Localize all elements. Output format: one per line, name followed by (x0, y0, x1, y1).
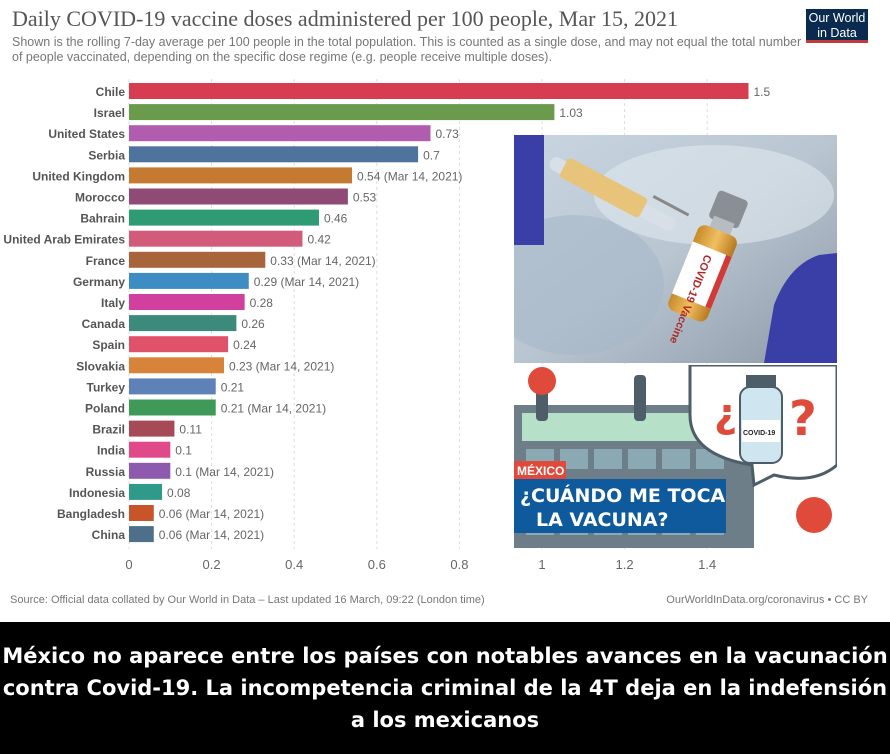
data-label: 0.23 (Mar 14, 2021) (229, 359, 334, 373)
logo-line-2: in Data (817, 26, 857, 40)
promo-vial-label: COVID-19 (743, 430, 775, 437)
bar-chart: Chile 1.5 Israel 1.03 United States 0.73 Serbi… (3, 79, 771, 572)
category-label: Slovakia (76, 359, 125, 373)
x-tick-label: 0 (125, 557, 132, 572)
logo-line-1: Our World (808, 11, 866, 25)
x-tick-label: 1.4 (698, 557, 716, 572)
data-label: 0.73 (435, 127, 459, 141)
x-tick-label: 0.8 (450, 557, 468, 572)
category-label: Bangladesh (57, 507, 125, 521)
mexico-vaccine-graphic: ¿ ? COVID-19 MÉXICO ¿CUÁNDO ME TOCA LA V… (514, 365, 837, 548)
data-label: 0.1 (175, 444, 192, 458)
bar[interactable] (129, 188, 348, 205)
data-label: 0.21 (Mar 14, 2021) (221, 402, 326, 416)
data-label: 0.06 (Mar 14, 2021) (159, 528, 264, 542)
data-label: 0.21 (221, 380, 245, 394)
bar[interactable] (129, 378, 216, 395)
category-label: Turkey (87, 380, 126, 394)
bar[interactable] (129, 505, 154, 521)
data-label: 0.24 (233, 338, 257, 352)
data-label: 0.7 (423, 148, 440, 162)
category-label: Spain (92, 338, 125, 352)
bar[interactable] (129, 526, 154, 543)
chart-subtitle: Shown is the rolling 7-day average per 1… (12, 35, 802, 64)
promo-line-1: ¿CUÁNDO ME TOCA (520, 484, 726, 507)
x-tick-label: 1 (538, 557, 545, 572)
bar[interactable] (129, 441, 171, 458)
bar[interactable] (129, 357, 224, 374)
promo-question-open: ¿ (714, 391, 737, 437)
bar[interactable] (129, 230, 303, 247)
category-label: Indonesia (69, 486, 125, 500)
category-label: India (97, 444, 125, 458)
x-tick-label: 0.4 (285, 557, 303, 572)
data-label: 0.53 (353, 191, 377, 205)
credit-link[interactable]: OurWorldInData.org/coronavirus • CC BY (666, 594, 868, 606)
category-label: Germany (73, 275, 125, 289)
data-label: 0.1 (Mar 14, 2021) (175, 465, 274, 479)
category-label: United Arab Emirates (3, 233, 125, 247)
bar[interactable] (129, 462, 171, 479)
bar[interactable] (129, 294, 245, 310)
vaccine-photo: COVID-19 Vaccine (514, 135, 837, 363)
chart-title: Daily COVID-19 vaccine doses administere… (12, 6, 678, 31)
bar[interactable] (129, 399, 216, 416)
category-label: Brazil (92, 423, 125, 437)
category-label: Italy (101, 296, 125, 310)
bar[interactable] (129, 483, 163, 500)
source-note: Source: Official data collated by Our Wo… (10, 594, 485, 606)
bar[interactable] (129, 315, 237, 332)
category-label: United States (48, 127, 125, 141)
data-label: 0.08 (167, 486, 191, 500)
bar[interactable] (129, 167, 353, 184)
promo-line-2: LA VACUNA? (536, 509, 669, 531)
promo-question-close: ? (789, 391, 817, 447)
data-label: 0.28 (250, 296, 274, 310)
bars: Chile 1.5 Israel 1.03 United States 0.73 Serbi… (3, 83, 771, 543)
x-tick-label: 0.6 (368, 557, 386, 572)
data-label: 0.06 (Mar 14, 2021) (159, 507, 264, 521)
bar[interactable] (129, 83, 749, 99)
bar[interactable] (129, 209, 319, 226)
data-label: 0.42 (307, 233, 331, 247)
bar[interactable] (129, 336, 229, 353)
data-label: 0.29 (Mar 14, 2021) (254, 275, 359, 289)
caption-banner: México no aparece entre los países con n… (0, 622, 890, 754)
bar[interactable] (129, 125, 431, 142)
category-label: Israel (94, 106, 125, 120)
data-label: 1.03 (559, 106, 583, 120)
bar[interactable] (129, 272, 249, 289)
category-label: China (92, 528, 126, 542)
category-label: United Kingdom (32, 169, 125, 183)
data-label: 0.46 (324, 212, 348, 226)
data-label: 0.11 (179, 423, 202, 437)
x-axis: 0 0.2 0.4 0.6 0.8 1 1.2 1.4 (125, 557, 716, 572)
bar[interactable] (129, 251, 266, 268)
data-label: 0.26 (241, 317, 265, 331)
category-label: Chile (96, 85, 126, 99)
category-label: Serbia (88, 148, 125, 162)
category-label: Canada (82, 317, 126, 331)
category-label: Bahrain (80, 212, 125, 226)
x-tick-label: 1.2 (616, 557, 634, 572)
bar[interactable] (129, 420, 175, 437)
x-tick-label: 0.2 (203, 557, 221, 572)
category-label: Poland (85, 402, 125, 416)
category-label: France (86, 254, 126, 268)
data-label: 1.5 (754, 85, 771, 99)
owid-logo[interactable]: Our World in Data (806, 9, 868, 43)
category-label: Russia (86, 465, 126, 479)
category-label: Morocco (75, 191, 125, 205)
promo-mexico-tag: MÉXICO (517, 463, 564, 478)
bar[interactable] (129, 146, 419, 163)
data-label: 0.54 (Mar 14, 2021) (357, 169, 462, 183)
bar[interactable] (129, 104, 555, 121)
data-label: 0.33 (Mar 14, 2021) (270, 254, 375, 268)
